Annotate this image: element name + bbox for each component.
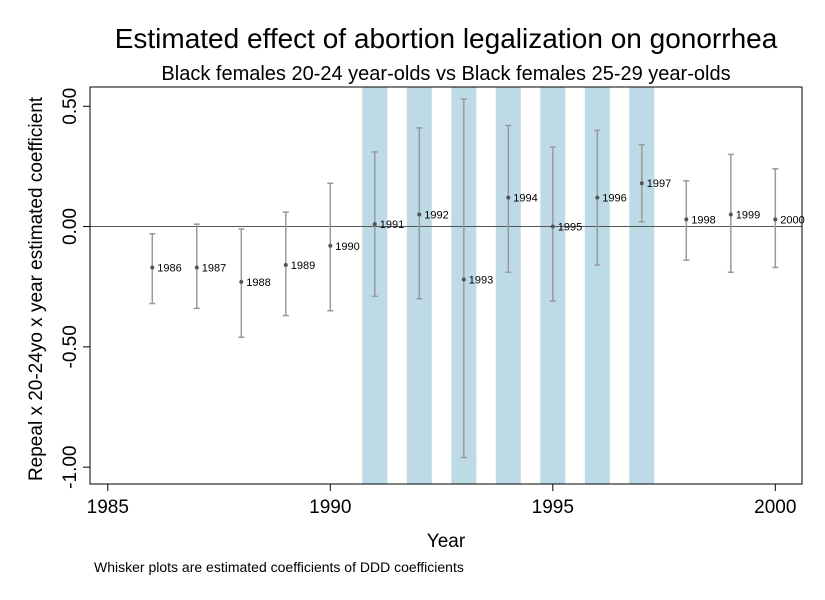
point-marker	[150, 265, 155, 270]
y-axis-ticks: 0.50 0.00 -0.50 -1.00	[60, 88, 90, 489]
x-tick-label: 1995	[532, 497, 574, 518]
whisker-series: 1986 1987 1988 1989 1990 1991 1992 1993 1994 1995…	[149, 98, 805, 459]
point-label: 1998	[691, 214, 715, 226]
whisker-1993: 1993	[460, 98, 493, 459]
point-label: 1987	[202, 262, 226, 274]
y-tick-label: 0.00	[60, 208, 81, 245]
whisker-1998: 1998	[683, 180, 716, 261]
point-label: 1991	[380, 219, 404, 231]
point-marker	[639, 181, 644, 186]
point-marker	[239, 279, 244, 284]
plot-frame	[89, 86, 803, 485]
point-label: 1994	[513, 193, 537, 205]
point-label: 1992	[424, 210, 448, 222]
point-marker	[773, 217, 778, 222]
point-label: 1997	[647, 178, 671, 190]
point-marker	[506, 195, 511, 200]
whisker-1987: 1987	[193, 223, 226, 310]
point-marker	[684, 217, 689, 222]
whisker-1988: 1988	[238, 228, 271, 338]
whisker-1990: 1990	[327, 182, 360, 312]
point-marker	[417, 212, 422, 217]
chart-subtitle: Black females 20-24 year-olds vs Black f…	[161, 63, 730, 85]
whisker-1995: 1995	[549, 146, 582, 302]
whisker-1996: 1996	[594, 129, 627, 266]
point-label: 1988	[246, 277, 270, 289]
whisker-1994: 1994	[505, 124, 538, 274]
point-label: 1990	[335, 241, 359, 253]
y-tick-label: 0.50	[60, 88, 81, 125]
whisker-1991: 1991	[371, 151, 404, 298]
y-tick-label: -0.50	[60, 325, 81, 368]
point-marker	[372, 222, 377, 227]
x-tick-label: 1985	[87, 497, 129, 518]
whisker-2000: 2000	[772, 168, 805, 269]
chart-title: Estimated effect of abortion legalizatio…	[115, 23, 778, 54]
x-axis-label: Year	[427, 531, 466, 552]
point-marker	[550, 224, 555, 229]
whisker-1992: 1992	[416, 127, 449, 300]
x-tick-label: 2000	[754, 497, 796, 518]
x-axis-ticks: 1985 1990 1995 2000	[87, 484, 796, 518]
point-label: 1986	[157, 262, 181, 274]
point-marker	[595, 195, 600, 200]
x-tick-label: 1990	[309, 497, 351, 518]
point-marker	[728, 212, 733, 217]
whisker-1997: 1997	[638, 143, 671, 223]
y-axis-label: Repeal x 20-24yo x year estimated coeffi…	[26, 96, 47, 481]
point-label: 1996	[602, 193, 626, 205]
point-label: 1993	[469, 274, 493, 286]
point-marker	[328, 243, 333, 248]
point-marker	[283, 263, 288, 268]
whisker-1999: 1999	[727, 153, 760, 274]
point-label: 1999	[736, 210, 760, 222]
y-tick-label: -1.00	[60, 446, 81, 489]
whisker-1986: 1986	[149, 233, 182, 305]
whisker-1989: 1989	[282, 211, 315, 317]
point-label: 1995	[558, 222, 582, 234]
point-marker	[461, 277, 466, 282]
footnote: Whisker plots are estimated coefficients…	[94, 559, 464, 575]
point-label: 1989	[291, 260, 315, 272]
point-label: 2000	[780, 214, 804, 226]
point-marker	[194, 265, 199, 270]
